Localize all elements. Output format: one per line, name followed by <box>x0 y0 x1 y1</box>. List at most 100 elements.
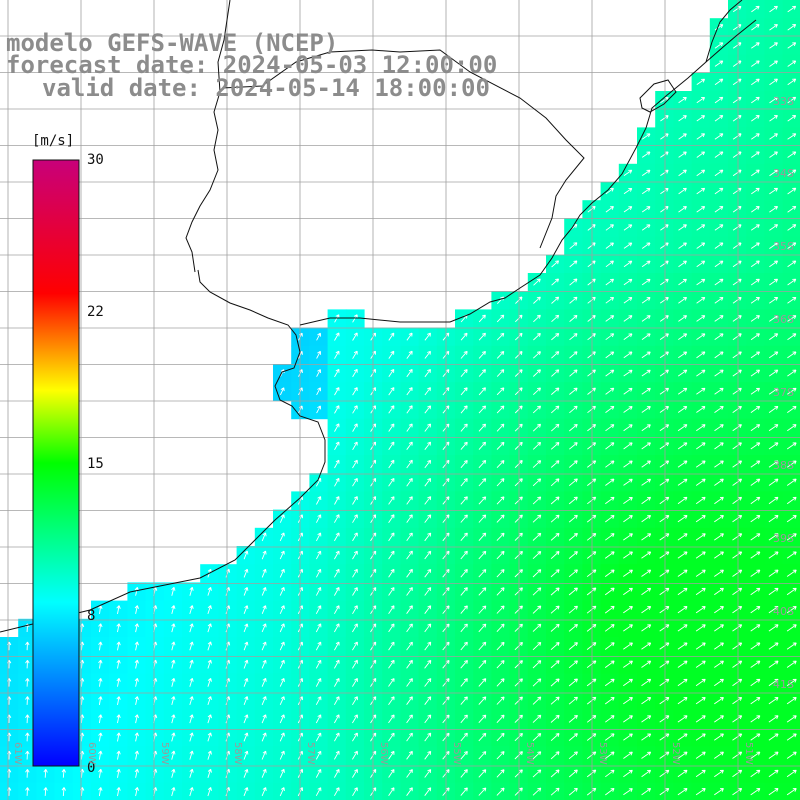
lon-label-56w: 56W <box>378 742 389 765</box>
wind-arrow <box>551 369 560 377</box>
wind-arrow <box>478 387 486 396</box>
wind-arrow <box>243 677 249 687</box>
wind-arrow <box>768 515 779 523</box>
wind-arrow <box>732 387 742 395</box>
wind-arrow <box>768 424 779 432</box>
wind-arrow <box>189 768 194 778</box>
forecast-date: forecast date: 2024-05-03 12:00:00 <box>6 51 498 79</box>
wind-arrow <box>568 696 578 705</box>
wind-arrow <box>750 587 761 596</box>
wind-arrow <box>478 714 487 724</box>
wind-arrow <box>623 642 633 650</box>
wind-arrow <box>786 515 797 523</box>
wind-arrow <box>732 769 743 778</box>
wind-arrow <box>641 369 651 377</box>
wind-arrow <box>714 405 724 413</box>
wind-arrow <box>586 733 597 741</box>
wind-arrow <box>388 587 395 596</box>
wind-arrow <box>659 569 670 577</box>
wind-arrow <box>696 278 706 286</box>
wind-arrow <box>641 624 652 632</box>
wind-arrow <box>171 623 176 633</box>
wind-arrow <box>279 623 285 633</box>
wind-arrow <box>605 769 615 778</box>
wind-arrow <box>316 514 322 523</box>
wind-arrow <box>496 660 505 669</box>
wind-arrow <box>315 714 322 724</box>
wind-arrow <box>641 187 651 195</box>
wind-arrow <box>532 460 542 468</box>
wind-arrow <box>732 624 743 632</box>
wind-arrow <box>659 551 670 559</box>
wind-arrow <box>352 714 358 724</box>
wind-arrow <box>769 78 778 86</box>
wind-arrow <box>315 659 322 669</box>
wind-arrow <box>787 278 797 286</box>
wind-arrow <box>604 624 615 632</box>
wind-arrow <box>388 532 395 542</box>
wind-arrow <box>714 587 724 596</box>
wind-arrow <box>171 586 176 596</box>
wind-arrow <box>714 78 724 86</box>
wind-arrow <box>279 568 285 578</box>
wind-arrow <box>787 242 797 249</box>
wind-arrow <box>496 514 505 523</box>
wind-arrow <box>424 496 432 505</box>
wind-arrow <box>261 732 267 742</box>
wind-arrow <box>334 405 340 414</box>
wind-arrow <box>787 205 797 213</box>
wind-arrow <box>678 333 688 340</box>
wind-arrow <box>714 333 724 340</box>
wind-arrow <box>388 696 395 705</box>
wind-arrow <box>315 678 322 687</box>
wind-arrow <box>714 315 724 322</box>
wind-arrow <box>406 787 413 796</box>
wind-arrow <box>424 441 432 450</box>
border-uruguay-brazil <box>221 49 585 249</box>
wind-arrow <box>352 496 358 505</box>
wind-arrow <box>207 641 212 651</box>
wind-arrow <box>116 750 121 760</box>
wind-arrow <box>478 350 486 359</box>
wind-arrow <box>750 678 761 687</box>
wind-arrow <box>171 696 176 706</box>
wind-arrow <box>641 151 651 158</box>
wind-arrow <box>478 623 487 633</box>
wind-arrow <box>568 769 578 778</box>
wind-arrow <box>587 442 597 450</box>
wind-arrow <box>732 715 743 723</box>
wind-arrow <box>641 697 652 705</box>
wind-arrow <box>424 659 432 669</box>
wind-arrow <box>678 96 687 104</box>
wind-arrow <box>623 224 633 231</box>
wind-arrow <box>243 732 249 742</box>
wind-arrow <box>134 768 140 778</box>
wind-arrow <box>43 787 48 796</box>
wind-arrow <box>732 369 742 377</box>
wind-arrow <box>424 405 432 414</box>
wind-arrow <box>677 496 688 505</box>
wind-arrow <box>406 623 413 633</box>
wind-arrow <box>605 460 615 468</box>
wind-arrow <box>207 750 212 760</box>
wind-arrow <box>496 405 505 414</box>
wind-arrow <box>460 714 468 724</box>
wind-arrow <box>352 641 358 651</box>
wind-arrow <box>334 641 340 651</box>
wind-arrow <box>604 696 615 705</box>
wind-arrow <box>751 206 760 213</box>
wind-arrow <box>98 623 103 633</box>
wind-arrow <box>568 678 578 687</box>
wind-arrow <box>732 788 743 796</box>
wind-arrow <box>243 787 249 797</box>
wind-arrow <box>732 569 743 577</box>
wind-arrow <box>714 515 724 523</box>
wind-arrow <box>605 333 615 341</box>
wind-arrow <box>334 587 340 596</box>
wind-arrow <box>623 569 633 577</box>
wind-arrow <box>569 442 578 450</box>
wind-arrow <box>532 787 542 796</box>
wind-arrow <box>406 532 413 542</box>
wind-arrow <box>207 605 212 615</box>
